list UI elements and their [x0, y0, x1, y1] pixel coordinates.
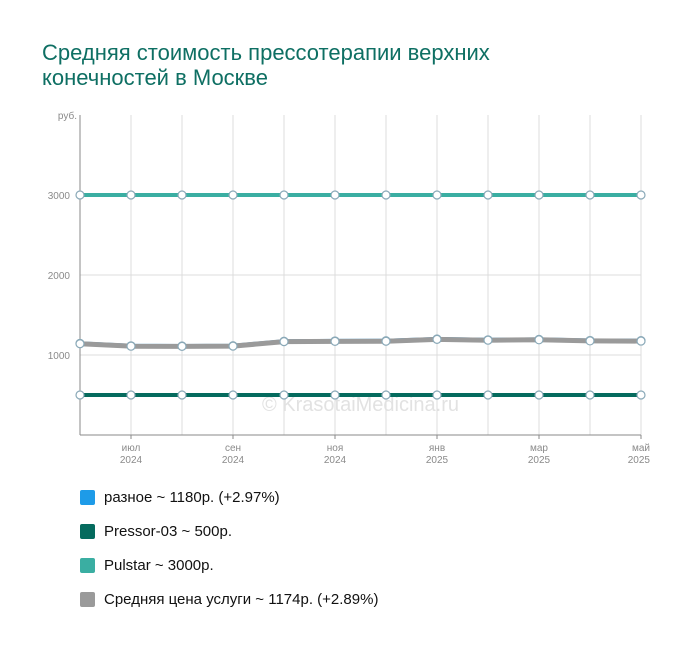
series-group	[75, 190, 646, 200]
y-axis-ticks: 1000 2000 3000	[48, 191, 71, 362]
x-tick-label-month: июл	[122, 443, 141, 454]
legend-swatch	[80, 557, 95, 573]
data-point[interactable]	[177, 341, 187, 351]
data-point[interactable]	[126, 190, 136, 200]
data-point[interactable]	[279, 190, 289, 200]
data-point[interactable]	[330, 336, 340, 346]
x-tick-label-year: 2024	[324, 455, 347, 466]
data-point[interactable]	[330, 190, 340, 200]
x-tick-label-year: 2024	[120, 455, 143, 466]
legend-swatch	[80, 591, 95, 607]
chart-title: Средняя стоимость прессотерапии верхних …	[42, 40, 490, 90]
legend-item[interactable]: Pressor-03 ~ 500р.	[80, 514, 378, 548]
data-point[interactable]	[279, 337, 289, 347]
data-point[interactable]	[534, 190, 544, 200]
data-point[interactable]	[381, 336, 391, 346]
watermark: © KrasotaiMedicina.ru	[262, 394, 459, 416]
legend-item[interactable]: разное ~ 1180р. (+2.97%)	[80, 480, 378, 514]
data-point[interactable]	[636, 390, 646, 400]
axes	[79, 115, 641, 436]
data-point[interactable]	[585, 190, 595, 200]
data-point[interactable]	[228, 190, 238, 200]
x-tick-label-year: 2025	[426, 455, 449, 466]
data-point[interactable]	[432, 334, 442, 344]
data-point[interactable]	[228, 390, 238, 400]
y-axis-unit-label: руб.	[58, 110, 77, 122]
legend-swatch	[80, 489, 95, 505]
data-point[interactable]	[330, 390, 340, 400]
data-point[interactable]	[432, 190, 442, 200]
data-point[interactable]	[585, 336, 595, 346]
data-point[interactable]	[483, 190, 493, 200]
y-tick-label: 2000	[48, 271, 71, 282]
x-tick-label-month: ноя	[327, 443, 344, 454]
x-axis-ticks: июл2024сен2024ноя2024янв2025мар2025май20…	[120, 435, 651, 466]
data-point[interactable]	[126, 390, 136, 400]
x-tick-label-month: сен	[225, 443, 241, 454]
data-point[interactable]	[534, 335, 544, 345]
data-point[interactable]	[177, 390, 187, 400]
x-tick-label-year: 2025	[628, 455, 651, 466]
series-group	[75, 390, 646, 400]
data-point[interactable]	[177, 190, 187, 200]
grid	[79, 115, 642, 435]
x-tick-label-year: 2024	[222, 455, 245, 466]
data-point[interactable]	[381, 190, 391, 200]
data-point[interactable]	[585, 390, 595, 400]
data-point[interactable]	[75, 190, 85, 200]
legend-swatch	[80, 523, 95, 539]
legend: разное ~ 1180р. (+2.97%) Pressor-03 ~ 500…	[80, 480, 378, 616]
data-point[interactable]	[75, 390, 85, 400]
series-lines	[75, 190, 646, 400]
data-point[interactable]	[381, 390, 391, 400]
x-tick-label-month: мар	[530, 443, 548, 454]
series-group	[75, 334, 646, 351]
data-point[interactable]	[228, 341, 238, 351]
data-point[interactable]	[432, 390, 442, 400]
legend-item[interactable]: Pulstar ~ 3000р.	[80, 548, 378, 582]
legend-label: Pressor-03 ~ 500р.	[104, 522, 232, 540]
data-point[interactable]	[75, 339, 85, 349]
y-tick-label: 3000	[48, 191, 71, 202]
data-point[interactable]	[279, 390, 289, 400]
data-point[interactable]	[636, 336, 646, 346]
legend-label: Pulstar ~ 3000р.	[104, 556, 214, 574]
x-tick-label-month: янв	[429, 443, 445, 454]
y-tick-label: 1000	[48, 351, 71, 362]
data-point[interactable]	[534, 390, 544, 400]
data-point[interactable]	[636, 190, 646, 200]
x-tick-label-month: май	[632, 443, 650, 454]
legend-label: Средняя цена услуги ~ 1174р. (+2.89%)	[104, 590, 379, 608]
legend-label: разное ~ 1180р. (+2.97%)	[104, 488, 280, 506]
series-line	[77, 336, 644, 349]
legend-item[interactable]: Средняя цена услуги ~ 1174р. (+2.89%)	[80, 582, 378, 616]
data-point[interactable]	[483, 390, 493, 400]
data-point[interactable]	[483, 335, 493, 345]
data-point[interactable]	[126, 341, 136, 351]
x-tick-label-year: 2025	[528, 455, 551, 466]
